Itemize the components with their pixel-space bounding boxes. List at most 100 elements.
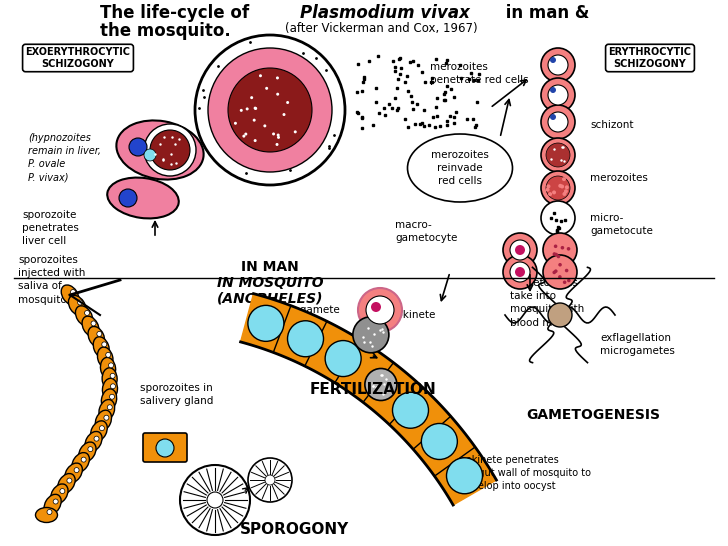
Circle shape — [102, 342, 107, 347]
Text: Plasmodium vivax: Plasmodium vivax — [300, 4, 470, 22]
Circle shape — [254, 107, 257, 110]
Circle shape — [545, 188, 550, 192]
Circle shape — [144, 149, 156, 161]
Circle shape — [259, 74, 262, 77]
Circle shape — [294, 130, 297, 133]
Text: schizont: schizont — [590, 120, 633, 130]
Ellipse shape — [65, 463, 82, 483]
Circle shape — [510, 262, 530, 282]
Ellipse shape — [44, 494, 61, 515]
Circle shape — [541, 48, 575, 82]
Text: merozoites
reinvade
red cells: merozoites reinvade red cells — [431, 150, 489, 186]
Text: macrogamete: macrogamete — [267, 305, 340, 315]
Circle shape — [563, 192, 566, 196]
Circle shape — [366, 296, 394, 324]
Circle shape — [275, 143, 279, 146]
Text: ookinete: ookinete — [391, 310, 436, 320]
Circle shape — [272, 133, 275, 135]
Circle shape — [100, 426, 104, 431]
Circle shape — [276, 93, 279, 96]
Circle shape — [119, 189, 137, 207]
Circle shape — [253, 139, 257, 142]
Text: FERTILIZATION: FERTILIZATION — [310, 383, 437, 397]
Circle shape — [550, 114, 556, 120]
Ellipse shape — [82, 316, 99, 337]
Circle shape — [550, 57, 556, 63]
Circle shape — [106, 352, 111, 358]
Ellipse shape — [68, 295, 86, 316]
Circle shape — [553, 252, 556, 256]
Circle shape — [543, 255, 577, 289]
Circle shape — [553, 271, 556, 274]
Ellipse shape — [93, 337, 109, 358]
Circle shape — [546, 176, 570, 200]
Circle shape — [562, 177, 566, 181]
Circle shape — [156, 439, 174, 457]
Text: macro-
gametocyte: macro- gametocyte — [395, 220, 457, 243]
Circle shape — [276, 76, 279, 79]
Circle shape — [548, 55, 568, 75]
Text: The life-cycle of: The life-cycle of — [100, 4, 255, 22]
Circle shape — [358, 288, 402, 332]
Circle shape — [548, 85, 568, 105]
Circle shape — [242, 135, 245, 138]
Circle shape — [365, 369, 397, 401]
Circle shape — [144, 124, 196, 176]
Circle shape — [554, 245, 558, 248]
Text: IN MAN: IN MAN — [241, 260, 299, 274]
Circle shape — [108, 363, 114, 368]
Circle shape — [555, 253, 558, 257]
Ellipse shape — [79, 442, 96, 462]
Circle shape — [288, 321, 323, 357]
Circle shape — [548, 303, 572, 327]
Text: micro-
gametocute: micro- gametocute — [590, 213, 653, 236]
Polygon shape — [240, 294, 496, 505]
Circle shape — [543, 233, 577, 267]
Text: sporozoites
injected with
saliva of
mosquito: sporozoites injected with saliva of mosq… — [18, 255, 85, 305]
Circle shape — [207, 492, 223, 508]
Circle shape — [503, 233, 537, 267]
Ellipse shape — [36, 507, 58, 523]
Circle shape — [248, 305, 284, 341]
Circle shape — [245, 133, 248, 135]
Circle shape — [180, 465, 250, 535]
Circle shape — [71, 289, 76, 294]
Circle shape — [111, 384, 116, 389]
Circle shape — [195, 35, 345, 185]
Text: exflagellation
microgametes: exflagellation microgametes — [600, 333, 675, 356]
Circle shape — [91, 321, 96, 326]
Text: GAMETOGENESIS: GAMETOGENESIS — [526, 408, 660, 422]
Circle shape — [557, 254, 561, 258]
Circle shape — [265, 87, 268, 90]
Circle shape — [566, 247, 570, 251]
Circle shape — [558, 263, 562, 266]
Circle shape — [558, 184, 562, 188]
Ellipse shape — [99, 400, 115, 421]
Circle shape — [541, 138, 575, 172]
Ellipse shape — [408, 134, 513, 202]
Circle shape — [97, 331, 102, 336]
Circle shape — [253, 106, 257, 110]
Circle shape — [541, 201, 575, 235]
Text: IN MOSQUITO: IN MOSQUITO — [217, 276, 323, 290]
Circle shape — [541, 105, 575, 139]
Circle shape — [265, 475, 275, 485]
Circle shape — [67, 478, 72, 483]
Text: in man &: in man & — [500, 4, 590, 22]
Text: merozoites
penetrate red cells: merozoites penetrate red cells — [430, 62, 529, 85]
Circle shape — [515, 245, 525, 255]
Circle shape — [47, 509, 52, 514]
Text: gametocytes
take into
mosquito with
blood meal: gametocytes take into mosquito with bloo… — [510, 278, 585, 328]
Circle shape — [245, 108, 249, 110]
Circle shape — [561, 246, 564, 250]
Circle shape — [277, 136, 280, 139]
Circle shape — [277, 134, 280, 136]
Circle shape — [560, 185, 564, 188]
Circle shape — [552, 191, 556, 194]
Circle shape — [74, 467, 79, 473]
Circle shape — [325, 341, 361, 377]
Circle shape — [250, 96, 253, 99]
Circle shape — [234, 122, 237, 125]
Ellipse shape — [58, 473, 75, 494]
Text: ERYTHROCYTIC
SCHIZOGONY: ERYTHROCYTIC SCHIZOGONY — [609, 47, 692, 69]
